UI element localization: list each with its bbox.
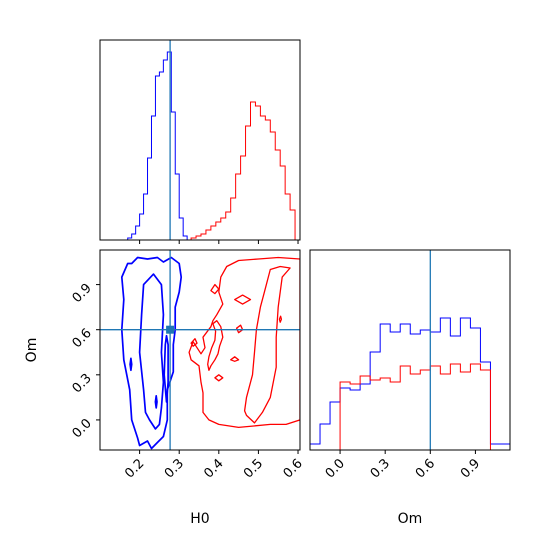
om-hist-series-1: [339, 363, 491, 450]
truth-marker: [166, 325, 175, 334]
om-hist-frame: [309, 249, 511, 451]
contour-1-2: [207, 320, 224, 371]
ylabel-om: Om: [24, 338, 40, 363]
xlabel-h0: H0: [190, 511, 209, 527]
xlabel-om: Om: [398, 511, 423, 527]
contour-1-9: [278, 315, 283, 323]
contour-0-3: [154, 395, 158, 409]
h0-hist-series-1: [190, 101, 296, 240]
contour-1-1: [243, 265, 291, 424]
contour-0-1: [138, 273, 165, 430]
h0-hist-frame: [99, 39, 301, 241]
h0-histogram-panel: [99, 39, 301, 244]
contour-1-4: [210, 283, 220, 295]
contour-1-0: [188, 256, 300, 429]
h0-hist-series-0: [127, 51, 188, 240]
contour-1-3: [234, 294, 252, 305]
contour-1-8: [230, 356, 240, 362]
contour-0-0: [120, 256, 183, 450]
contour-frame: [99, 249, 301, 451]
contour-0-2: [163, 334, 169, 403]
contour-1-7: [214, 374, 224, 382]
contour-1-6: [190, 338, 198, 347]
contour-0-4: [129, 357, 133, 372]
